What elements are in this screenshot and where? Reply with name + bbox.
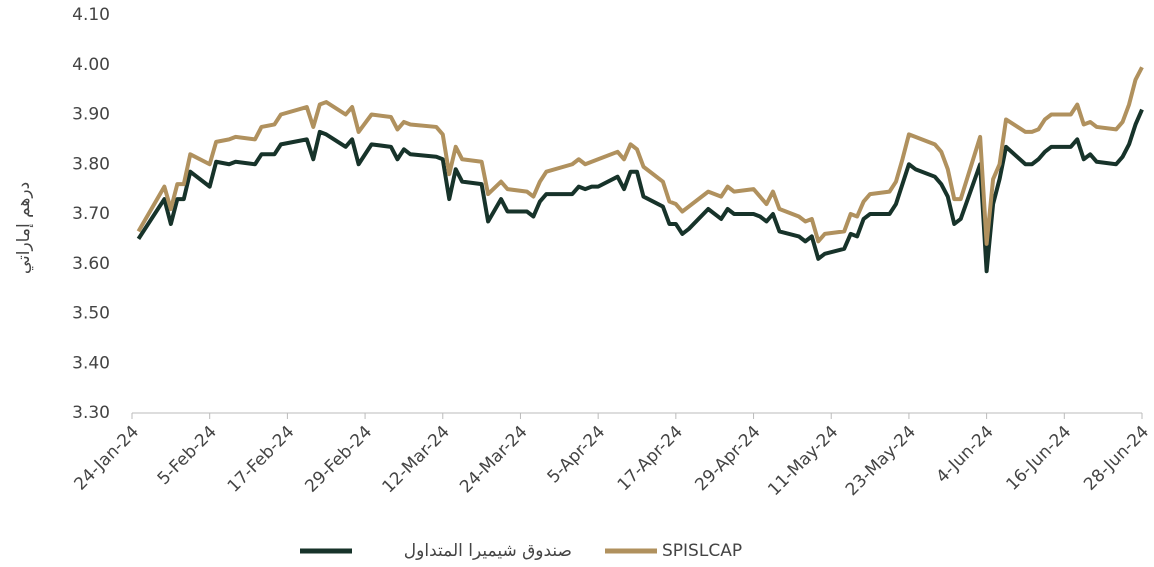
x-tick-label: 5-Feb-24 (154, 422, 221, 489)
x-tick-label: 4-Jun-24 (932, 422, 997, 487)
x-tick-label: 29-Apr-24 (691, 422, 764, 495)
y-tick-label: 3.50 (72, 304, 110, 324)
legend-label: صندوق شيميرا المتداول (404, 541, 572, 561)
x-tick-label: 17-Feb-24 (224, 422, 299, 497)
x-tick-label: 5-Apr-24 (544, 422, 610, 488)
y-tick-label: 4.00 (72, 55, 110, 75)
y-tick-label: 3.60 (72, 254, 110, 274)
y-tick-label: 3.80 (72, 154, 110, 174)
series-line (136, 66, 1144, 246)
y-tick-label: 3.90 (72, 105, 110, 125)
x-tick-label: 28-Jun-24 (1080, 422, 1153, 495)
series-line (136, 108, 1144, 274)
y-tick-label: 3.70 (72, 204, 110, 224)
x-tick-label: 11-May-24 (764, 422, 842, 500)
y-axis-label: درهم إماراتي (14, 182, 34, 274)
x-tick-label: 16-Jun-24 (1003, 422, 1076, 495)
y-tick-label: 3.40 (72, 353, 110, 373)
x-tick-label: 17-Apr-24 (614, 422, 687, 495)
y-tick-label: 3.30 (72, 403, 110, 423)
y-tick-label: 4.10 (72, 5, 110, 25)
x-tick-label: 24-Jan-24 (70, 422, 143, 495)
x-tick-label: 24-Mar-24 (456, 422, 531, 497)
x-tick-label: 23-May-24 (842, 422, 920, 500)
x-tick-label: 12-Mar-24 (379, 422, 454, 497)
x-tick-label: 29-Feb-24 (301, 422, 376, 497)
legend-label: SPISLCAP (662, 541, 742, 561)
